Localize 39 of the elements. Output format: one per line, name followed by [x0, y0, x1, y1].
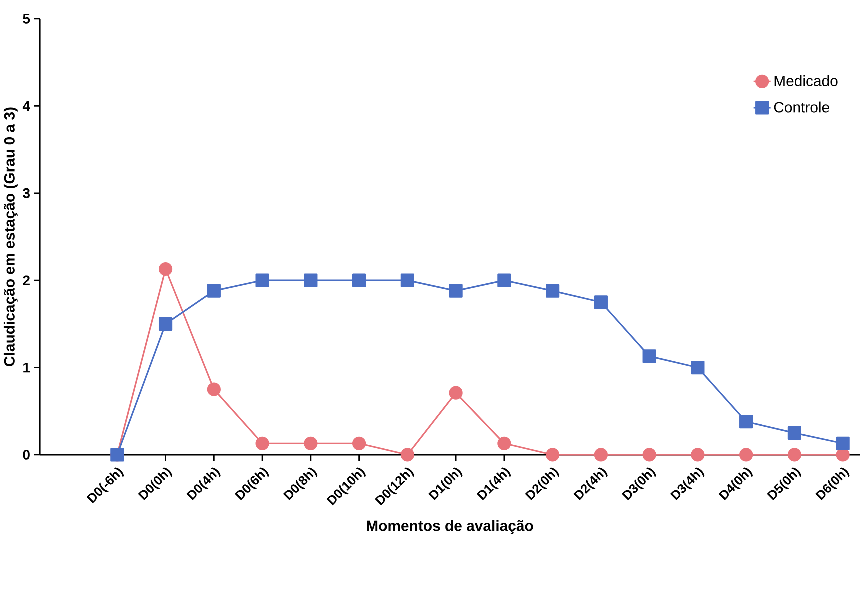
point: [788, 426, 802, 440]
y-axis-title: Claudicação em estação (Grau 0 a 3): [4, 108, 18, 366]
point: [449, 386, 463, 400]
point: [400, 448, 414, 462]
point: [304, 274, 318, 288]
point: [207, 284, 221, 298]
point: [498, 436, 512, 450]
y-tick-label: 5: [23, 14, 30, 24]
point: [740, 448, 754, 462]
y-tick-label: 3: [23, 188, 30, 198]
y-tick-label: 2: [23, 276, 30, 286]
point: [256, 436, 270, 450]
point: [691, 360, 705, 375]
point: [788, 448, 802, 462]
point: [691, 448, 705, 462]
point: [642, 350, 656, 364]
y-tick-label: 1: [24, 362, 30, 373]
point: [594, 448, 608, 462]
legend-label: Medicado: [774, 75, 838, 86]
point: [207, 382, 221, 396]
point: [158, 317, 173, 331]
y-tick-label: 0: [23, 450, 30, 460]
point: [158, 262, 173, 276]
point: [740, 415, 754, 429]
point: [256, 274, 270, 288]
point: [498, 274, 512, 288]
point: [836, 436, 850, 450]
point: [546, 284, 560, 298]
point: [546, 448, 560, 462]
point: [352, 274, 366, 288]
point: [352, 436, 366, 450]
point: [594, 296, 608, 310]
y-tick-label: 4: [22, 101, 30, 111]
x-axis-title: Momentos de avaliação: [367, 520, 534, 534]
point: [304, 436, 318, 450]
point: [400, 274, 414, 288]
point: [449, 284, 463, 298]
point: [642, 448, 656, 462]
legend-label: Controle: [774, 102, 830, 113]
